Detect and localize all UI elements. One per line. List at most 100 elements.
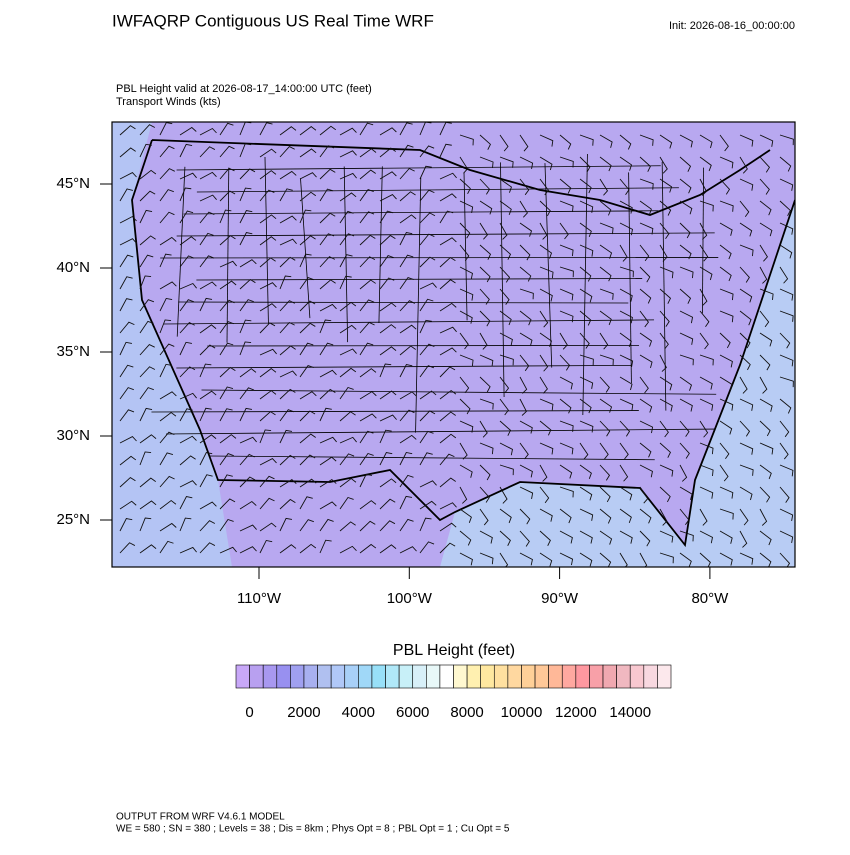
wind-barb: [219, 474, 233, 488]
wind-barb: [679, 244, 692, 260]
colorbar-label: 10000: [501, 704, 543, 721]
pacific: [112, 122, 232, 567]
wind-barb: [759, 464, 772, 480]
wind-barb: [239, 341, 252, 356]
lat-label: 25°N: [56, 511, 90, 528]
wind-barb: [479, 178, 491, 195]
wind-barb: [599, 332, 609, 350]
colorbar-box: [317, 664, 332, 689]
wind-barb: [719, 244, 732, 260]
wind-barb: [179, 172, 197, 180]
wind-barb: [679, 464, 688, 482]
wind-barb: [179, 126, 197, 136]
wind-barb: [379, 234, 396, 246]
wind-barb: [679, 530, 694, 542]
colorbar-box: [493, 664, 509, 689]
wind-barb: [559, 420, 574, 432]
wind-barb: [759, 442, 774, 455]
wind-barb: [659, 310, 670, 327]
wind-barb: [659, 398, 673, 412]
wind-barb: [739, 508, 749, 526]
wind-barb: [759, 244, 769, 262]
wind-barb: [179, 210, 194, 224]
wind-barb: [479, 156, 494, 169]
wind-barb: [279, 126, 297, 136]
wind-barb: [259, 282, 277, 290]
colorbar-label: 6000: [396, 704, 429, 721]
wind-barb: [399, 409, 415, 422]
wind-barb: [119, 409, 135, 422]
wind-barb: [439, 326, 457, 334]
wind-barb: [759, 420, 771, 437]
wind-barb: [319, 145, 335, 158]
wind-barb: [419, 282, 437, 290]
wind-barb: [519, 244, 531, 261]
wind-barb: [579, 332, 590, 349]
border: [343, 166, 349, 343]
wind-barb: [519, 310, 532, 326]
wind-barb: [259, 411, 276, 422]
wind-barb: [599, 420, 611, 437]
wind-barb: [299, 235, 316, 246]
wind-barb: [239, 278, 256, 290]
wind-barb: [239, 143, 252, 158]
border: [176, 165, 661, 171]
wind-barb: [539, 332, 553, 347]
wind-barb: [619, 222, 634, 236]
wind-barb: [359, 189, 374, 202]
wind-barb: [659, 134, 673, 149]
wind-barb: [279, 388, 296, 400]
wind-barb: [499, 266, 511, 283]
wind-barb: [679, 442, 690, 459]
init-time: Init: 2026-08-16_00:00:00: [669, 20, 795, 32]
colorbar-box: [507, 664, 522, 689]
wind-barb: [779, 134, 794, 146]
wind-barb: [519, 332, 533, 347]
wind-barb: [679, 134, 693, 148]
wind-barb: [239, 368, 257, 378]
colorbar-box: [629, 664, 645, 689]
wind-barb: [639, 244, 650, 262]
wind-barb: [359, 299, 375, 312]
wind-barb: [339, 521, 356, 532]
wind-barb: [619, 332, 632, 348]
wind-barb: [279, 454, 296, 466]
wind-barb: [199, 451, 213, 466]
wind-barb: [679, 200, 693, 215]
wind-barb: [719, 486, 734, 499]
wind-barb: [539, 530, 551, 546]
wind-barb: [359, 452, 374, 466]
wind-barb: [119, 436, 137, 444]
wind-barb: [459, 244, 470, 262]
wind-barb: [499, 200, 512, 216]
wind-barb: [439, 210, 454, 224]
wind-barb: [479, 288, 490, 305]
wind-barb: [459, 530, 472, 546]
wind-barb: [719, 332, 731, 349]
wind-barb: [419, 430, 434, 444]
wind-barb: [759, 354, 771, 371]
wind-barb: [599, 156, 612, 172]
wind-barb: [479, 486, 490, 503]
wind-barb: [719, 310, 734, 323]
wind-barb: [559, 200, 574, 213]
wind-barb: [299, 519, 314, 532]
wind-barb: [519, 530, 530, 547]
wind-barb: [699, 332, 709, 350]
lon-label: 90°W: [541, 590, 579, 607]
wind-barb: [579, 442, 589, 460]
wind-barb: [599, 134, 613, 148]
wind-barb: [639, 266, 651, 283]
wind-barb: [479, 420, 488, 438]
wind-barb: [679, 552, 692, 567]
wind-barb: [119, 215, 137, 224]
border: [178, 301, 629, 304]
wind-barb: [579, 266, 592, 282]
border: [702, 167, 704, 314]
wind-barb: [699, 288, 708, 306]
wind-barb: [639, 552, 648, 567]
border: [463, 172, 468, 321]
wind-barb: [279, 188, 293, 202]
wind-barb: [119, 276, 133, 290]
